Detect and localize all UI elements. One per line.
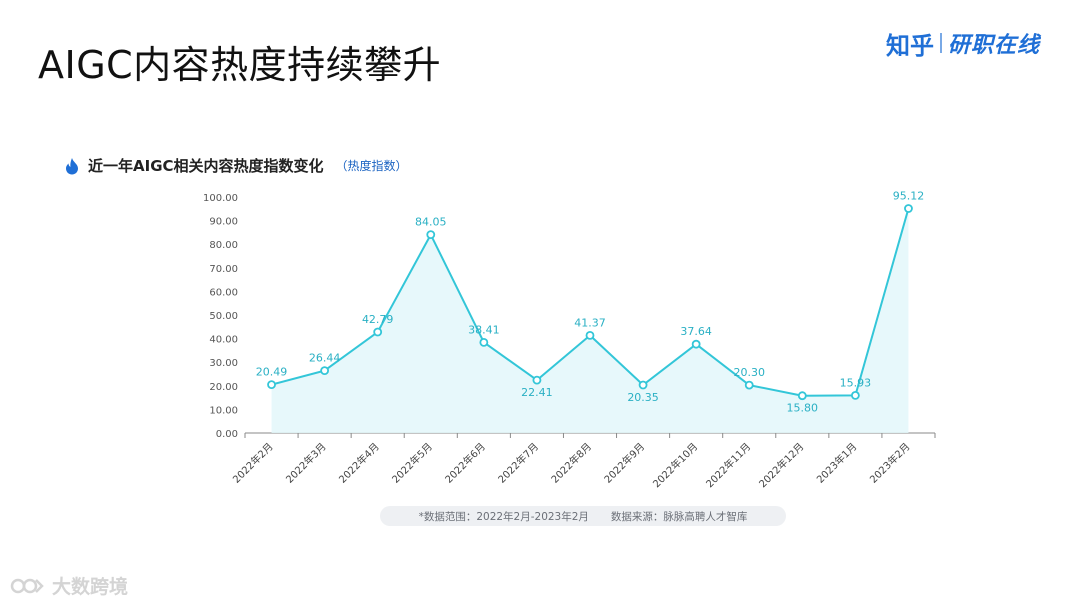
y-tick-label: 40.00: [209, 335, 238, 346]
data-point: [850, 391, 860, 400]
data-label: 20.49: [256, 366, 288, 379]
y-tick-label: 80.00: [209, 240, 238, 251]
chart-title: 近一年AIGC相关内容热度指数变化: [88, 157, 324, 175]
data-point: [479, 337, 489, 347]
y-tick-label: 50.00: [209, 311, 238, 322]
y-tick-label: 100.00: [203, 193, 238, 204]
y-tick-label: 70.00: [209, 264, 238, 275]
x-tick-label: 2022年7月: [495, 440, 541, 486]
y-tick-label: 60.00: [209, 287, 238, 298]
x-tick-label: 2022年6月: [442, 440, 488, 486]
x-tick-label: 2022年12月: [756, 440, 806, 490]
data-point: [373, 327, 383, 337]
chart-unit: （热度指数）: [335, 159, 408, 173]
data-label: 20.30: [733, 366, 765, 379]
x-tick-label: 2022年8月: [548, 440, 594, 486]
x-tick-label: 2022年2月: [230, 440, 276, 486]
data-point: [638, 380, 648, 390]
x-tick-label: 2022年11月: [703, 440, 753, 490]
series-area: [271, 208, 909, 433]
x-tick-label: 2022年4月: [336, 440, 382, 486]
data-point: [267, 380, 276, 390]
data-point: [585, 330, 595, 340]
x-tick-label: 2022年10月: [650, 440, 700, 490]
data-label: 37.64: [680, 325, 712, 338]
brand-divider: [939, 33, 942, 53]
data-point: [797, 391, 807, 401]
y-tick-label: 0.00: [216, 429, 238, 440]
data-point: [691, 339, 701, 349]
zhihu-logo-text: 知乎: [885, 31, 934, 60]
data-label: 26.44: [309, 352, 341, 365]
data-range-note: *数据范围：2022年2月-2023年2月: [418, 510, 589, 523]
data-label: 84.05: [415, 216, 447, 229]
x-tick-label: 2023年1月: [814, 440, 860, 486]
data-footnote: *数据范围：2022年2月-2023年2月 数据来源：脉脉高聘人才智库: [380, 506, 786, 526]
data-label: 41.37: [574, 316, 606, 329]
data-label: 95.12: [893, 190, 925, 203]
data-point: [426, 230, 436, 240]
data-point: [904, 204, 913, 213]
data-label: 15.80: [787, 402, 819, 415]
brand-name: 研职在线: [947, 33, 1040, 58]
watermark-text: 大数跨境: [52, 576, 129, 598]
data-point: [320, 366, 330, 376]
data-label: 22.41: [521, 386, 553, 399]
y-tick-label: 90.00: [209, 217, 238, 228]
watermark: 大数跨境: [10, 572, 128, 599]
data-source-note: 数据来源：脉脉高聘人才智库: [610, 510, 748, 523]
x-axis: 2022年2月 2022年3月 2022年4月 2022年5月 2022年6月 2022年…: [230, 432, 936, 490]
y-tick-label: 30.00: [209, 358, 238, 369]
brand-logo: 知乎 研职在线: [885, 28, 1040, 60]
x-tick-label: 2023年2月: [867, 440, 913, 486]
y-tick-label: 10.00: [209, 405, 238, 416]
data-label: 20.35: [627, 391, 659, 404]
plot-area: 20.49 26.44 42.79 84.05 38.41 22.41 41.37 20.35…: [256, 190, 924, 433]
y-tick-label: 20.00: [209, 382, 238, 393]
data-label: 42.79: [362, 313, 394, 326]
x-tick-label: 2022年3月: [283, 440, 329, 486]
watermark-logo-icon: [10, 578, 44, 593]
x-tick-label: 2022年9月: [601, 440, 647, 486]
data-label: 38.41: [468, 323, 500, 336]
data-label: 15.93: [840, 376, 872, 389]
data-point: [532, 375, 542, 385]
x-tick-label: 2022年5月: [389, 440, 435, 486]
data-point: [744, 380, 754, 390]
slide-title: AIGC内容热度持续攀升: [38, 43, 442, 87]
y-axis: 0.00 10.00 20.00 30.00 40.00 50.00 60.00 70.00 8…: [203, 193, 238, 440]
chart-header: 近一年AIGC相关内容热度指数变化 （热度指数）: [64, 155, 408, 176]
flame-icon: [66, 157, 78, 174]
